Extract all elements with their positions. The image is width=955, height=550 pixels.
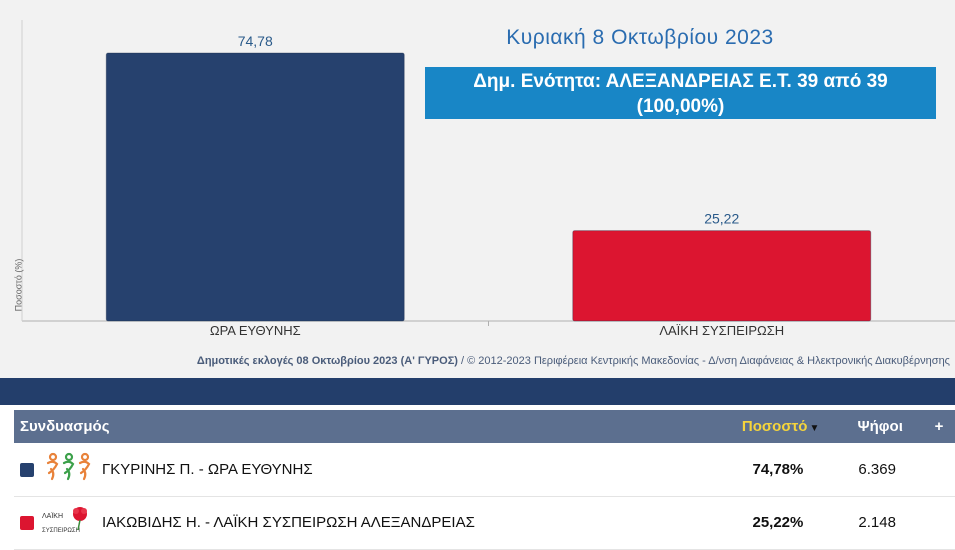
district-info-box: Δημ. Ενότητα: ΑΛΕΞΑΝΔΡΕΙΑΣ Ε.Τ. 39 από 3… <box>425 67 936 119</box>
section-divider-bar <box>0 378 955 405</box>
bar-0[interactable] <box>105 52 405 322</box>
x-tick-label-0: ΩΡΑ ΕΥΘΥΝΗΣ <box>210 323 301 338</box>
district-info-line2: (100,00%) <box>636 96 725 117</box>
bar-1[interactable] <box>572 230 872 322</box>
table-header-row: Συνδυασμός Ποσοστό ▼ Ψήφοι + <box>14 410 955 443</box>
col-header-percent[interactable]: Ποσοστό ▼ <box>680 410 838 443</box>
chart-area: 74,78 ΩΡΑ ΕΥΘΥΝΗΣ 25,22 ΛΑΪΚΗ ΣΥΣΠΕΙΡΩΣΗ Κυ… <box>0 0 955 378</box>
expand-columns-button[interactable]: + <box>917 410 955 443</box>
data-label-1: 25,22 <box>704 211 739 227</box>
footer-copyright: / © 2012-2023 Περιφέρεια Κεντρικής Μακεδ… <box>457 355 950 367</box>
table-row[interactable]: ΓΚΥΡΙΝΗΣ Π. - ΩΡΑ ΕΥΘΥΝΗΣ 74,78% 6.369 <box>14 443 955 497</box>
footer-election-title: Δημοτικές εκλογές 08 Οκτωβρίου 2023 (Α' … <box>196 355 458 367</box>
y-axis-label: Ποσοστό (%) <box>13 258 24 312</box>
results-table: Συνδυασμός Ποσοστό ▼ Ψήφοι + <box>14 410 955 550</box>
data-label-0: 74,78 <box>238 33 273 49</box>
footer-note: Δημοτικές εκλογές 08 Οκτωβρίου 2023 (Α' … <box>0 355 950 367</box>
sort-down-icon[interactable]: ▼ <box>809 423 820 434</box>
color-swatch <box>20 462 34 477</box>
people-figures-logo-icon <box>40 443 102 497</box>
bar-chart: 74,78 ΩΡΑ ΕΥΘΥΝΗΣ 25,22 ΛΑΪΚΗ ΣΥΣΠΕΙΡΩΣΗ <box>21 20 955 338</box>
votes-value: 2.148 <box>837 496 917 550</box>
carnation-logo-icon: ΛΑΪΚΗ ΣΥΣΠΕΙΡΩΣΗ <box>40 496 102 550</box>
candidate-name: ΙΑΚΩΒΙΔΗΣ Η. - ΛΑΪΚΗ ΣΥΣΠΕΙΡΩΣΗ ΑΛΕΞΑΝΔΡ… <box>102 496 681 550</box>
table-row[interactable]: ΛΑΪΚΗ ΣΥΣΠΕΙΡΩΣΗ ΙΑΚΩΒΙΔΗΣ Η. - ΛΑΪΚΗ ΣΥ… <box>14 496 955 550</box>
percent-value: 74,78% <box>680 443 838 497</box>
votes-value: 6.369 <box>837 443 917 497</box>
logo-text-line1: ΛΑΪΚΗ <box>42 512 63 520</box>
color-swatch <box>20 516 34 531</box>
candidate-name: ΓΚΥΡΙΝΗΣ Π. - ΩΡΑ ΕΥΘΥΝΗΣ <box>102 443 681 497</box>
x-tick-label-1: ΛΑΪΚΗ ΣΥΣΠΕΙΡΩΣΗ <box>659 323 784 338</box>
col-header-percent-label: Ποσοστό <box>741 418 808 435</box>
district-info-line1: Δημ. Ενότητα: ΑΛΕΞΑΝΔΡΕΙΑΣ Ε.Τ. 39 από 3… <box>473 71 888 92</box>
col-header-combination[interactable]: Συνδυασμός <box>14 410 681 443</box>
col-header-votes[interactable]: Ψήφοι <box>837 410 917 443</box>
percent-value: 25,22% <box>680 496 838 550</box>
logo-text-line2: ΣΥΣΠΕΙΡΩΣΗ <box>42 528 80 534</box>
date-title: Κυριακή 8 Οκτωβρίου 2023 <box>506 26 774 49</box>
